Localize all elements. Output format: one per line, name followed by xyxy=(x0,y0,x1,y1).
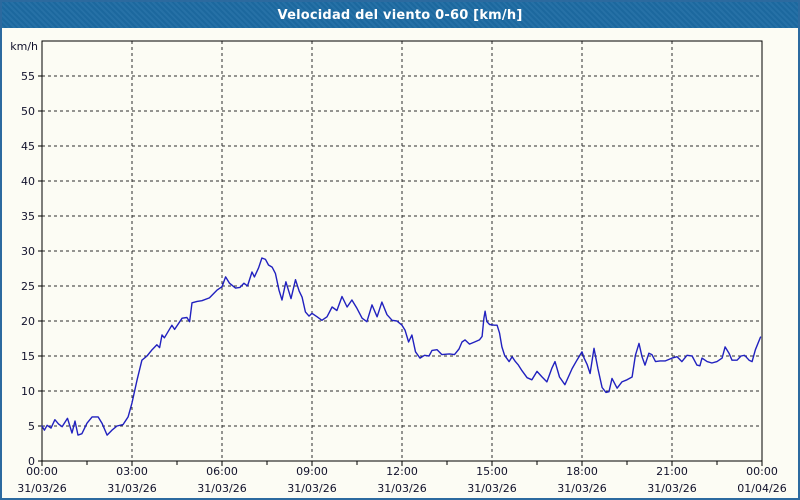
y-tick-label: 30 xyxy=(21,245,35,258)
y-tick-label: 40 xyxy=(21,175,35,188)
x-tick-date-label: 31/03/26 xyxy=(557,482,606,495)
x-tick-date-label: 31/03/26 xyxy=(107,482,156,495)
y-tick-label: 35 xyxy=(21,210,35,223)
y-axis-unit-label: km/h xyxy=(10,40,38,53)
y-tick-label: 55 xyxy=(21,70,35,83)
y-tick-label: 15 xyxy=(21,350,35,363)
x-tick-date-label: 31/03/26 xyxy=(287,482,336,495)
x-tick-date-label: 01/04/26 xyxy=(737,482,786,495)
y-tick-label: 50 xyxy=(21,105,35,118)
x-tick-time-label: 00:00 xyxy=(746,465,778,478)
x-tick-time-label: 18:00 xyxy=(566,465,598,478)
x-tick-time-label: 15:00 xyxy=(476,465,508,478)
x-tick-time-label: 09:00 xyxy=(296,465,328,478)
x-tick-time-label: 03:00 xyxy=(116,465,148,478)
plot-area: 0 5 10 15 20 25 30 35 40 45 50 55 km/h 00:00 31/03/26 0… xyxy=(2,28,798,498)
x-tick-time-label: 06:00 xyxy=(206,465,238,478)
y-tick-label: 20 xyxy=(21,315,35,328)
wind-speed-line xyxy=(41,257,762,436)
y-tick-label: 10 xyxy=(21,385,35,398)
x-tick-date-label: 31/03/26 xyxy=(197,482,246,495)
x-tick-date-label: 31/03/26 xyxy=(647,482,696,495)
x-tick-time-label: 00:00 xyxy=(26,465,58,478)
y-tick-label: 5 xyxy=(28,420,35,433)
chart-title-bar: Velocidad del viento 0-60 [km/h] xyxy=(2,2,798,28)
x-tick-date-label: 31/03/26 xyxy=(17,482,66,495)
x-tick-time-label: 12:00 xyxy=(386,465,418,478)
x-tick-time-label: 21:00 xyxy=(656,465,688,478)
x-tick-date-label: 31/03/26 xyxy=(467,482,516,495)
y-tick-label: 45 xyxy=(21,140,35,153)
y-tick-label: 25 xyxy=(21,280,35,293)
chart-title: Velocidad del viento 0-60 [km/h] xyxy=(277,7,523,23)
wind-speed-chart: 0 5 10 15 20 25 30 35 40 45 50 55 km/h 00:00 31/03/26 0… xyxy=(10,40,786,495)
y-tick-label: 0 xyxy=(28,455,35,468)
x-tick-date-label: 31/03/26 xyxy=(377,482,426,495)
